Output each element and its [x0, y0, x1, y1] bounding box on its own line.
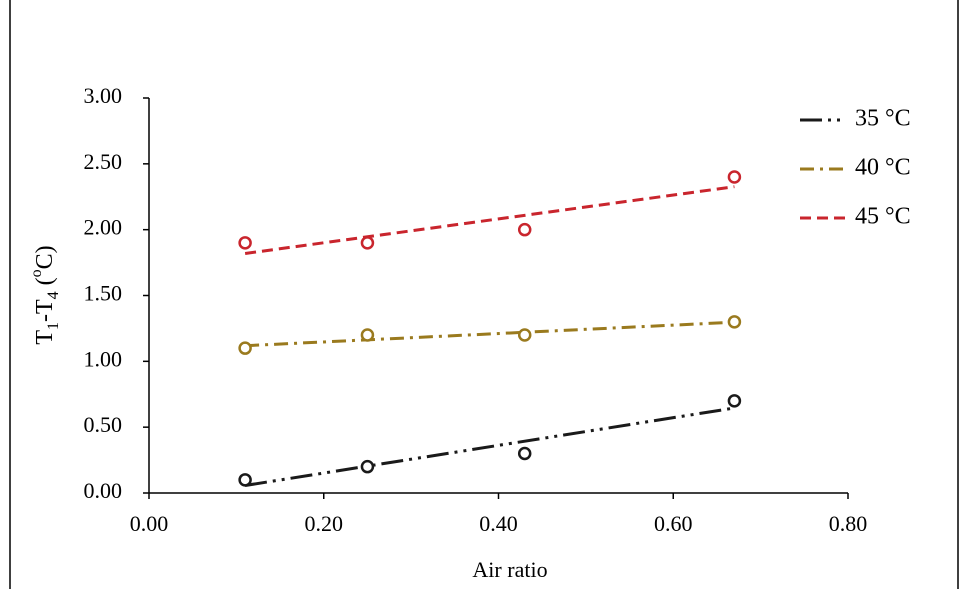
data-point [362, 237, 373, 248]
data-point [729, 316, 740, 327]
data-point [729, 395, 740, 406]
y-label-part: o [28, 269, 45, 277]
data-point [729, 172, 740, 183]
data-point [240, 474, 251, 485]
chart-frame [10, 0, 958, 589]
y-label-part: C) [32, 245, 58, 269]
y-tick-label: 1.00 [84, 346, 123, 371]
data-point [240, 343, 251, 354]
chart: Air ratio T1-T4 (oC) 0.00 0.50 1.00 1.50 2.0… [0, 0, 974, 589]
x-tick-label: 0.20 [305, 511, 344, 536]
legend-label: 45 °C [855, 204, 911, 230]
y-label-part: T [32, 330, 58, 345]
x-tick-label: 0.00 [130, 511, 169, 536]
y-tick-label: 1.50 [84, 281, 123, 306]
y-label-part: -T [32, 299, 58, 322]
y-label-part: ( [32, 277, 58, 291]
data-point [240, 237, 251, 248]
legend-label: 40 °C [855, 155, 911, 181]
y-label-part: 1 [45, 322, 62, 330]
data-point [519, 224, 530, 235]
y-tick-label: 0.50 [84, 412, 123, 437]
x-tick-label: 0.80 [829, 511, 868, 536]
y-tick-label: 3.00 [84, 83, 123, 108]
data-point [362, 461, 373, 472]
legend-label: 35 °C [855, 106, 911, 132]
y-tick-label: 0.00 [84, 478, 123, 503]
y-tick-label: 2.50 [84, 149, 123, 174]
x-tick-label: 0.40 [479, 511, 518, 536]
y-label-part: 4 [45, 291, 62, 299]
data-point [519, 330, 530, 341]
y-tick-label: 2.00 [84, 215, 123, 240]
x-axis-label: Air ratio [472, 557, 547, 582]
x-tick-label: 0.60 [654, 511, 693, 536]
data-point [362, 330, 373, 341]
data-point [519, 448, 530, 459]
